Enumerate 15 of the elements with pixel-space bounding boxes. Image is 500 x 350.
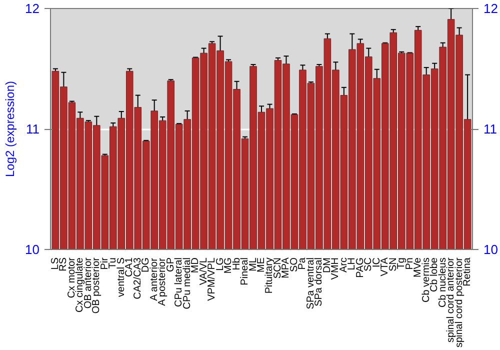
x-tick-label: RS	[58, 257, 70, 272]
x-tick-label: Pituitary	[264, 258, 276, 294]
y2-tick-label: 10	[484, 242, 498, 257]
y-tick-label: 11	[26, 122, 40, 136]
x-tick-label: A posterior	[157, 257, 168, 306]
y-axis-title: Log2 (expression)	[3, 80, 18, 178]
x-tick-label: spinal cord posterior	[454, 256, 465, 348]
x-tick-label: Tg	[396, 258, 408, 270]
y-tick-label: 12	[25, 1, 40, 16]
y2-tick-label: 12	[484, 1, 498, 16]
x-tick-label: ME	[256, 257, 267, 272]
y2-tick-label: 11	[484, 122, 497, 136]
x-tick-label: Retina	[462, 257, 474, 286]
y-tick-label: 10	[25, 242, 40, 257]
x-tick-label: OB posterior	[91, 256, 102, 314]
